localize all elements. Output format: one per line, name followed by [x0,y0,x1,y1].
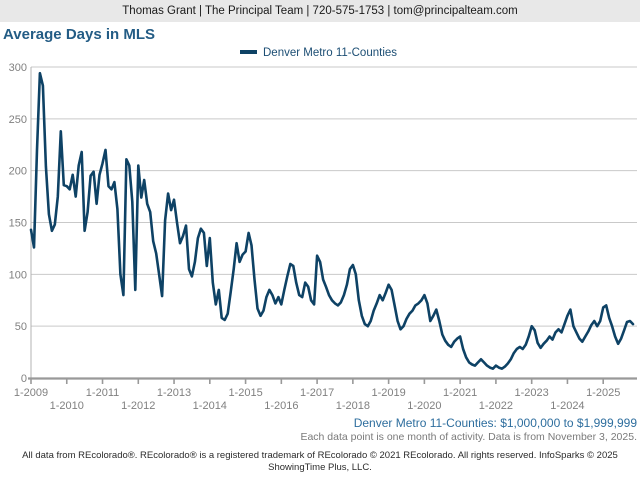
svg-text:150: 150 [9,218,27,230]
svg-text:1-2010: 1-2010 [50,400,84,412]
legend: Denver Metro 11-Counties [240,47,397,59]
series-line-denver-metro [29,71,635,371]
legend-label: Denver Metro 11-Counties [263,47,397,59]
svg-text:1-2025: 1-2025 [586,387,620,399]
x-axis-labels: 1-2009 1-2011 1-2013 1-2015 1-2017 1-2019 1-20… [14,387,620,412]
contact-header: Thomas Grant | The Principal Team | 720-… [0,0,640,22]
svg-text:1-2021: 1-2021 [443,387,477,399]
svg-text:1-2023: 1-2023 [515,387,549,399]
svg-text:1-2014: 1-2014 [193,400,227,412]
svg-text:200: 200 [9,166,27,178]
segment-caption: Denver Metro 11-Counties: $1,000,000 to … [353,416,637,430]
svg-text:100: 100 [9,269,27,281]
copyright-footer: All data from REcolorado®. REcolorado® i… [0,450,640,473]
svg-text:1-2012: 1-2012 [121,400,155,412]
svg-text:1-2015: 1-2015 [228,387,262,399]
y-gridlines [30,66,637,378]
data-note: Each data point is one month of activity… [300,431,637,443]
svg-text:1-2018: 1-2018 [336,400,370,412]
chart-title: Average Days in MLS [3,26,155,43]
svg-text:1-2020: 1-2020 [407,400,441,412]
svg-text:300: 300 [9,62,27,74]
svg-text:1-2017: 1-2017 [300,387,334,399]
svg-text:1-2022: 1-2022 [479,400,513,412]
copyright-line-2: ShowingTime Plus, LLC. [268,461,372,473]
svg-text:50: 50 [15,321,27,333]
svg-text:1-2013: 1-2013 [157,387,191,399]
svg-text:1-2011: 1-2011 [86,387,119,399]
copyright-line-1: All data from REcolorado®. REcolorado® i… [22,450,618,461]
svg-text:1-2024: 1-2024 [550,400,584,412]
svg-text:0: 0 [21,373,27,385]
y-axis-labels: 0 50 100 150 200 250 300 [9,62,27,385]
x-axis [28,377,637,384]
svg-text:1-2009: 1-2009 [14,387,48,399]
svg-text:1-2016: 1-2016 [264,400,298,412]
svg-text:1-2019: 1-2019 [371,387,405,399]
svg-text:250: 250 [9,114,27,126]
